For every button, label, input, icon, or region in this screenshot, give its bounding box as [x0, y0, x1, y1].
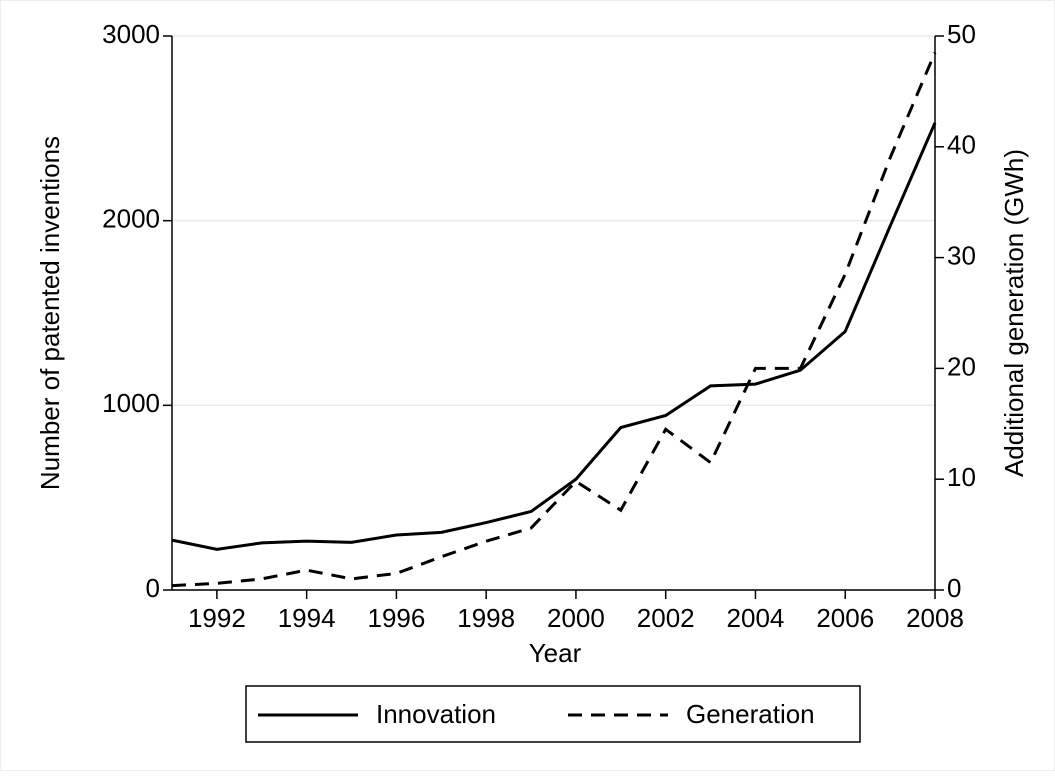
- data-line: [171, 52, 937, 588]
- y-axis-label: Number of patented inventions: [35, 136, 65, 490]
- x-tick-label: 1994: [278, 603, 336, 633]
- y-tick-label: 1000: [102, 388, 160, 418]
- x-tick-label: 2006: [816, 603, 874, 633]
- y2-tick-label: 50: [947, 19, 976, 49]
- x-tick-label: 1992: [188, 603, 246, 633]
- y2-tick-label: 10: [947, 462, 976, 492]
- y2-tick-label: 30: [947, 240, 976, 270]
- x-tick-label: 2008: [906, 603, 964, 633]
- x-tick-label: 1996: [367, 603, 425, 633]
- y2-tick-label: 40: [947, 130, 976, 160]
- y-tick-label: 2000: [102, 204, 160, 234]
- x-axis-label: Year: [529, 638, 582, 668]
- y2-tick-label: 0: [947, 573, 961, 603]
- y2-axis-label: Additional generation (GWh): [999, 149, 1029, 477]
- y-tick-label: 0: [146, 573, 160, 603]
- x-tick-label: 2004: [727, 603, 785, 633]
- x-tick-label: 1998: [457, 603, 515, 633]
- x-tick-label: 2002: [637, 603, 695, 633]
- y2-tick-label: 20: [947, 351, 976, 381]
- x-tick-label: 2000: [547, 603, 605, 633]
- data-line: [171, 122, 937, 551]
- y-tick-label: 3000: [102, 19, 160, 49]
- legend-label: Generation: [686, 699, 815, 729]
- legend-label: Innovation: [376, 699, 496, 729]
